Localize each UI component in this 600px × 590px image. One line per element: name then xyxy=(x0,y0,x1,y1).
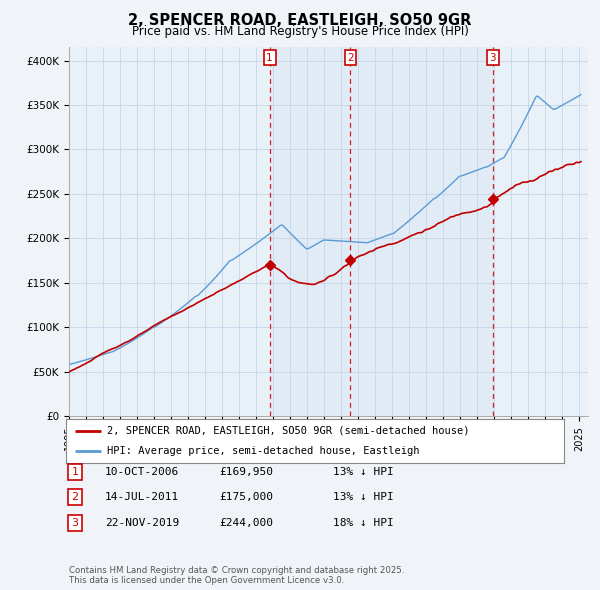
Text: 2, SPENCER ROAD, EASTLEIGH, SO50 9GR (semi-detached house): 2, SPENCER ROAD, EASTLEIGH, SO50 9GR (se… xyxy=(107,426,469,436)
Text: 18% ↓ HPI: 18% ↓ HPI xyxy=(333,518,394,527)
Text: 2: 2 xyxy=(347,53,354,63)
Text: 3: 3 xyxy=(490,53,496,63)
Text: 10-OCT-2006: 10-OCT-2006 xyxy=(105,467,179,477)
Bar xyxy=(269,47,493,416)
Text: 1: 1 xyxy=(266,53,273,63)
Text: HPI: Average price, semi-detached house, Eastleigh: HPI: Average price, semi-detached house,… xyxy=(107,446,419,456)
Text: 3: 3 xyxy=(71,518,79,527)
Text: 2: 2 xyxy=(71,493,79,502)
Text: Price paid vs. HM Land Registry's House Price Index (HPI): Price paid vs. HM Land Registry's House … xyxy=(131,25,469,38)
Text: 1: 1 xyxy=(71,467,79,477)
Text: 22-NOV-2019: 22-NOV-2019 xyxy=(105,518,179,527)
Text: 2, SPENCER ROAD, EASTLEIGH, SO50 9GR: 2, SPENCER ROAD, EASTLEIGH, SO50 9GR xyxy=(128,13,472,28)
Text: £244,000: £244,000 xyxy=(219,518,273,527)
Text: £175,000: £175,000 xyxy=(219,493,273,502)
Text: £169,950: £169,950 xyxy=(219,467,273,477)
Text: 14-JUL-2011: 14-JUL-2011 xyxy=(105,493,179,502)
Text: 13% ↓ HPI: 13% ↓ HPI xyxy=(333,493,394,502)
Text: 13% ↓ HPI: 13% ↓ HPI xyxy=(333,467,394,477)
Text: Contains HM Land Registry data © Crown copyright and database right 2025.
This d: Contains HM Land Registry data © Crown c… xyxy=(69,566,404,585)
